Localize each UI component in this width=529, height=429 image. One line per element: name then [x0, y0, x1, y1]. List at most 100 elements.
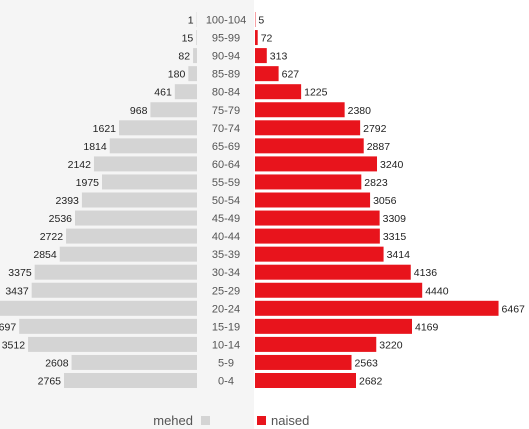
value-mehed-65-69: 1814: [83, 141, 107, 153]
bar-mehed-95-99: [196, 30, 197, 46]
value-naised-75-79: 2380: [348, 105, 372, 117]
value-naised-65-69: 2887: [367, 141, 391, 153]
age-label-30-34: 30-34: [212, 267, 240, 279]
age-label-100-104: 100-104: [206, 15, 246, 27]
bar-mehed-55-59: [102, 174, 197, 190]
value-mehed-15-19: 3697: [0, 321, 16, 333]
value-mehed-60-64: 2142: [68, 159, 92, 171]
age-label-70-74: 70-74: [212, 123, 240, 135]
bar-naised-30-34: [255, 264, 411, 280]
bar-mehed-15-19: [19, 318, 198, 334]
bar-naised-0-4: [255, 373, 356, 388]
value-naised-20-24: 6467: [502, 303, 526, 315]
bar-mehed-0-4: [64, 373, 197, 388]
legend-label-mehed: mehed: [153, 413, 193, 428]
bar-naised-95-99: [255, 30, 258, 46]
bar-mehed-80-84: [174, 84, 197, 100]
bar-naised-35-39: [255, 246, 384, 262]
bar-naised-90-94: [255, 48, 267, 64]
value-naised-45-49: 3309: [383, 213, 407, 225]
bar-naised-75-79: [255, 102, 345, 118]
value-naised-70-74: 2792: [363, 123, 387, 135]
value-mehed-40-44: 2722: [40, 231, 64, 243]
bar-naised-85-89: [255, 66, 279, 82]
bar-mehed-65-69: [109, 138, 197, 154]
value-naised-15-19: 4169: [415, 321, 439, 333]
bar-naised-5-9: [255, 354, 352, 370]
value-mehed-100-104: 1: [188, 15, 194, 27]
age-label-20-24: 20-24: [212, 303, 240, 315]
value-mehed-90-94: 82: [178, 51, 190, 63]
naised-bars: [255, 12, 499, 388]
value-naised-60-64: 3240: [380, 159, 404, 171]
age-label-15-19: 15-19: [212, 321, 240, 333]
age-label-40-44: 40-44: [212, 231, 240, 243]
bar-naised-60-64: [255, 156, 378, 172]
legend-swatch-naised: [257, 416, 266, 425]
value-naised-100-104: 5: [258, 15, 264, 27]
value-mehed-70-74: 1621: [93, 123, 117, 135]
age-label-50-54: 50-54: [212, 195, 240, 207]
bar-naised-25-29: [255, 282, 423, 298]
value-naised-55-59: 2823: [364, 177, 388, 189]
age-group-labels: 100-104 95-99 90-94 85-89 80-84 75-79 70-74 65-…: [206, 15, 246, 388]
bar-mehed-20-24: [0, 300, 198, 316]
value-naised-40-44: 3315: [383, 231, 407, 243]
mehed-bars: [0, 12, 198, 388]
age-label-45-49: 45-49: [212, 213, 240, 225]
value-naised-50-54: 3056: [373, 195, 397, 207]
value-mehed-45-49: 2536: [49, 213, 73, 225]
value-mehed-80-84: 461: [154, 87, 172, 99]
value-naised-25-29: 4440: [425, 285, 449, 297]
bar-naised-65-69: [255, 138, 364, 154]
value-naised-0-4: 2682: [359, 376, 383, 388]
bar-mehed-50-54: [81, 192, 197, 208]
value-naised-80-84: 1225: [304, 87, 328, 99]
bar-mehed-60-64: [93, 156, 197, 172]
bar-mehed-30-34: [34, 264, 197, 280]
bar-naised-15-19: [255, 318, 412, 334]
bar-naised-45-49: [255, 210, 380, 226]
bar-mehed-85-89: [188, 66, 197, 82]
value-mehed-75-79: 968: [130, 105, 148, 117]
bar-naised-80-84: [255, 84, 302, 100]
bar-mehed-10-14: [28, 336, 197, 352]
bar-naised-10-14: [255, 336, 377, 352]
value-mehed-0-4: 2765: [38, 376, 62, 388]
bar-naised-40-44: [255, 228, 380, 244]
bar-naised-55-59: [255, 174, 362, 190]
age-label-75-79: 75-79: [212, 105, 240, 117]
value-mehed-50-54: 2393: [56, 195, 80, 207]
age-label-55-59: 55-59: [212, 177, 240, 189]
bar-mehed-45-49: [75, 210, 197, 226]
age-label-80-84: 80-84: [212, 87, 240, 99]
value-naised-35-39: 3414: [387, 249, 411, 261]
legend: mehed naised: [153, 413, 309, 428]
age-label-0-4: 0-4: [218, 376, 234, 388]
age-label-90-94: 90-94: [212, 51, 240, 63]
value-naised-30-34: 4136: [414, 267, 438, 279]
value-naised-10-14: 3220: [379, 339, 403, 351]
value-mehed-35-39: 2854: [33, 249, 57, 261]
bar-mehed-5-9: [71, 354, 197, 370]
value-mehed-95-99: 15: [182, 33, 194, 45]
age-label-95-99: 95-99: [212, 33, 240, 45]
value-mehed-25-29: 3437: [5, 285, 29, 297]
age-label-35-39: 35-39: [212, 249, 240, 261]
bar-mehed-70-74: [119, 120, 197, 136]
age-label-65-69: 65-69: [212, 141, 240, 153]
value-naised-95-99: 72: [261, 33, 273, 45]
value-mehed-30-34: 3375: [8, 267, 32, 279]
bar-mehed-35-39: [59, 246, 197, 262]
value-naised-5-9: 2563: [355, 357, 379, 369]
age-label-10-14: 10-14: [212, 339, 240, 351]
age-label-85-89: 85-89: [212, 69, 240, 81]
age-label-25-29: 25-29: [212, 285, 240, 297]
bar-mehed-40-44: [66, 228, 197, 244]
bar-naised-20-24: [255, 300, 499, 316]
value-mehed-85-89: 180: [168, 69, 186, 81]
value-mehed-10-14: 3512: [2, 339, 26, 351]
value-mehed-5-9: 2608: [45, 357, 69, 369]
